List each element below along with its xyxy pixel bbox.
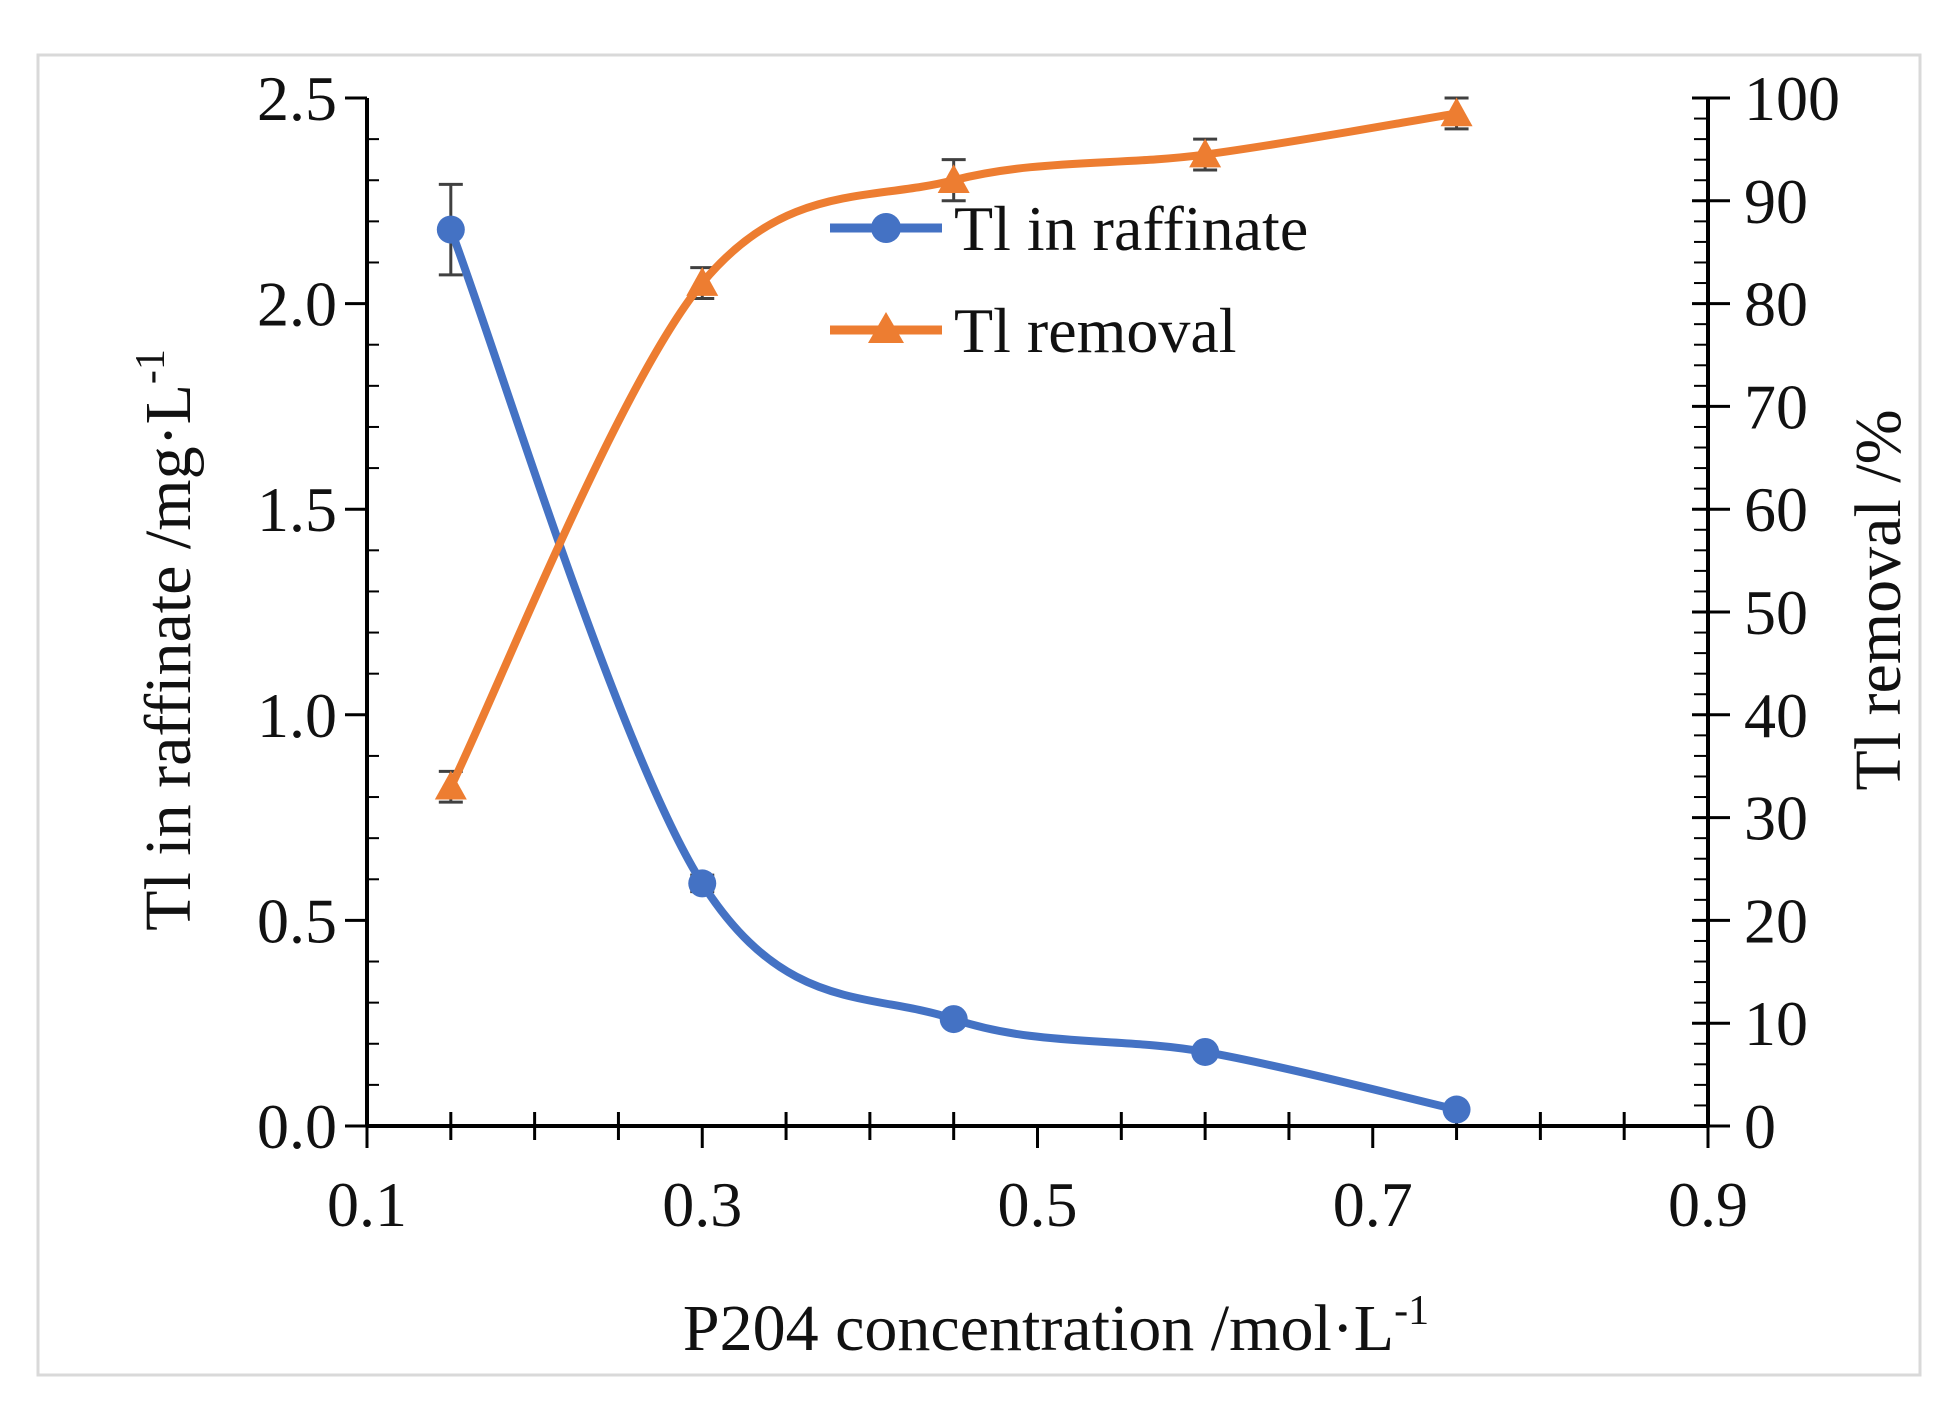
y-right-tick-label: 70 [1744, 371, 1808, 442]
data-point-removal [686, 267, 719, 296]
y-right-tick-label: 20 [1744, 885, 1808, 956]
x-tick-label: 0.7 [1333, 1169, 1413, 1240]
y-left-tick-label: 2.0 [257, 269, 337, 340]
x-tick-label: 0.9 [1668, 1169, 1748, 1240]
y-right-tick-label: 30 [1744, 783, 1808, 854]
legend-marker-removal [868, 312, 904, 343]
legend-label-removal: Tl removal [954, 295, 1237, 366]
x-tick-label: 0.1 [327, 1169, 407, 1240]
x-tick-label: 0.5 [998, 1169, 1078, 1240]
y-right-tick-label: 40 [1744, 680, 1808, 751]
data-point-raffinate [688, 869, 717, 898]
y-left-tick-label: 1.0 [257, 680, 337, 751]
y-right-tick-label: 50 [1744, 577, 1808, 648]
y-right-tick-label: 0 [1744, 1091, 1776, 1162]
y-right-tick-label: 90 [1744, 166, 1808, 237]
x-axis-title: P204 concentration /mol·L-1 [683, 1288, 1429, 1365]
data-point-removal [434, 770, 467, 800]
data-point-raffinate [939, 1005, 968, 1034]
legend-label-raffinate: Tl in raffinate [954, 193, 1308, 264]
y-right-tick-label: 60 [1744, 474, 1808, 545]
y-axis-title-right: Tl removal /% [1842, 409, 1915, 790]
x-tick-label: 0.3 [662, 1169, 742, 1240]
data-point-removal [937, 164, 970, 194]
series-line-raffinate [447, 228, 1458, 1114]
y-axis-title-left: Tl in raffinate /mg·L-1 [128, 349, 205, 931]
data-point-raffinate [1191, 1037, 1220, 1066]
data-point-removal [1440, 97, 1473, 127]
y-right-tick-label: 80 [1744, 269, 1808, 340]
y-left-tick-label: 2.5 [257, 63, 337, 134]
y-left-tick-label: 0.5 [257, 885, 337, 956]
legend: Tl in raffinate Tl removal [830, 193, 1308, 366]
y-right-tick-label: 10 [1744, 988, 1808, 1059]
series-line-removal [447, 109, 1458, 789]
data-point-raffinate [1442, 1095, 1471, 1124]
y-left-tick-label: 0.0 [257, 1091, 337, 1162]
legend-marker-raffinate [871, 213, 901, 243]
y-left-tick-label: 1.5 [257, 474, 337, 545]
y-right-tick-label: 100 [1744, 63, 1840, 134]
data-point-removal [1189, 138, 1222, 168]
data-point-raffinate [436, 215, 465, 244]
